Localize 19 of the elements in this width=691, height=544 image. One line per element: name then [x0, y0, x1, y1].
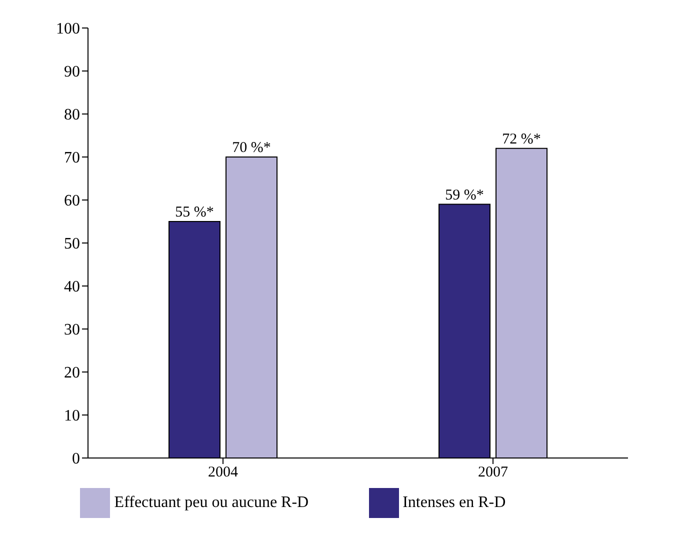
- y-tick-label: 20: [64, 364, 80, 382]
- legend-label: Effectuant peu ou aucune R-D: [114, 494, 309, 511]
- data-label: 72 %*: [502, 131, 541, 148]
- y-tick-label: 0: [72, 450, 80, 468]
- y-tick-label: 90: [64, 64, 80, 81]
- y-tick-label: 50: [64, 236, 80, 253]
- x-tick-label: 2007: [478, 464, 508, 481]
- x-tick-label: 2004: [208, 464, 238, 481]
- y-tick-label: 10: [64, 408, 80, 425]
- data-label: 59 %*: [445, 187, 484, 204]
- y-tick-label: 80: [64, 106, 80, 124]
- y-tick-label: 100: [56, 20, 80, 38]
- y-tick-label: 40: [64, 278, 80, 296]
- legend-label: Intenses en R-D: [402, 494, 506, 511]
- y-tick-label: 30: [64, 322, 80, 339]
- data-label: 55 %*: [175, 204, 214, 220]
- y-tick-label: 60: [64, 192, 80, 210]
- y-tick-label: 70: [64, 150, 80, 167]
- data-label: 70 %*: [232, 140, 271, 156]
